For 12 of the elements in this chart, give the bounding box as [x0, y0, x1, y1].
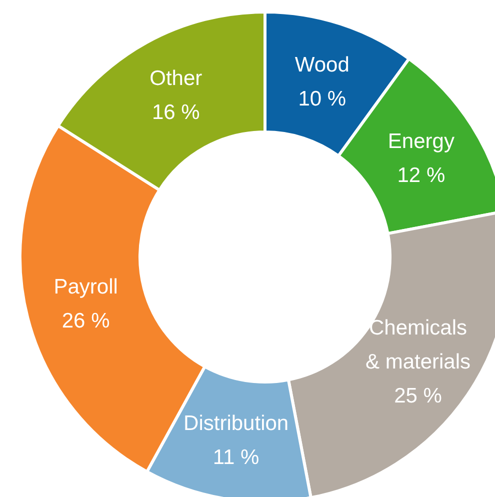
slice-label: Distribution — [184, 412, 289, 436]
slice-label: Wood — [294, 53, 350, 76]
slice-label: Energy — [388, 130, 455, 154]
slice-label: Other — [150, 67, 202, 90]
data-label: 12 % — [397, 164, 446, 188]
data-label: 16 % — [152, 101, 200, 124]
slice-label: Chemicals & materials — [365, 316, 471, 374]
data-label: 26 % — [62, 309, 110, 332]
data-label: 11 % — [212, 446, 260, 470]
slice-label: Payroll — [54, 275, 118, 298]
data-label: 25 % — [394, 384, 442, 408]
data-label: 10 % — [298, 87, 346, 110]
